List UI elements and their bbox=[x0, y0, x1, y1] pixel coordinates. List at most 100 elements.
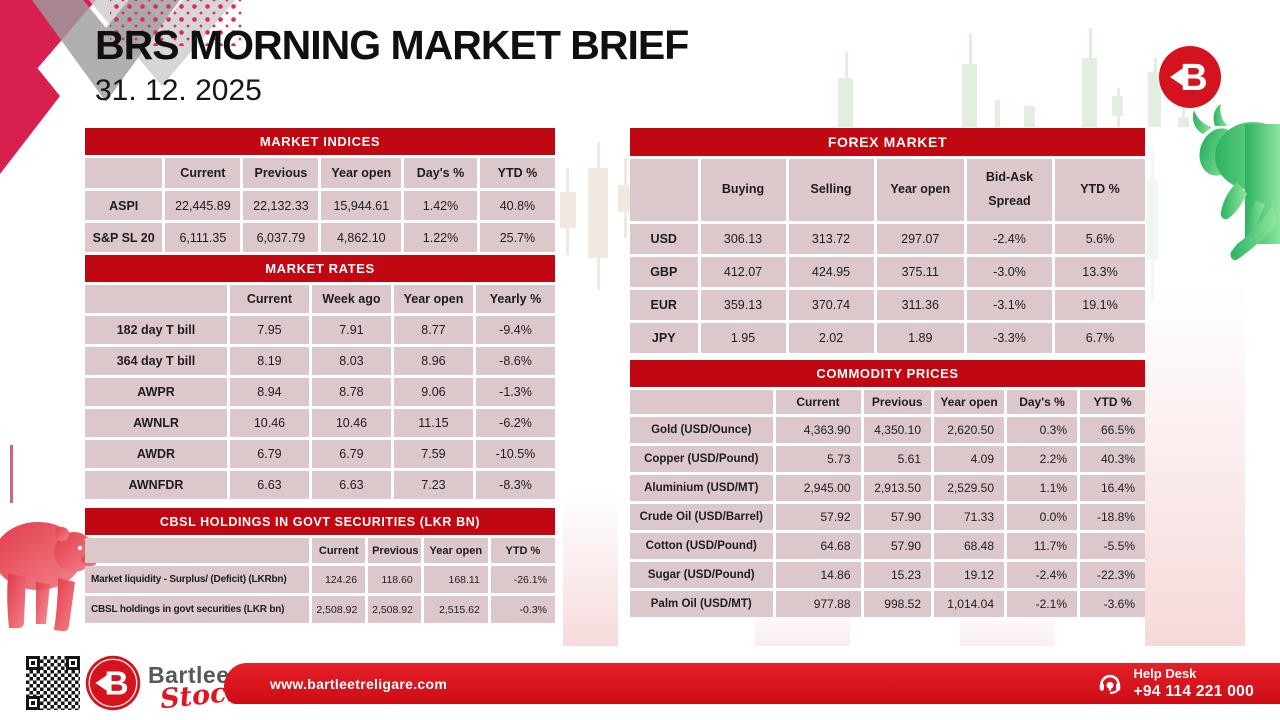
table-cell: -2.4% bbox=[967, 224, 1052, 254]
column-header: YTD % bbox=[479, 158, 555, 188]
table-cell: 7.95 bbox=[229, 316, 309, 344]
table-cell: -3.0% bbox=[967, 257, 1052, 287]
table-cell: -22.3% bbox=[1080, 562, 1145, 588]
table-cell: 15,944.61 bbox=[321, 191, 402, 220]
column-header: Yearly % bbox=[475, 285, 555, 313]
table-cell: 8.96 bbox=[393, 347, 473, 375]
row-label: Gold (USD/Ounce) bbox=[630, 417, 773, 443]
forex-market-table: Buying Selling Year open Bid-Ask Spread YTD … bbox=[627, 156, 1148, 356]
table-cell: 4,363.90 bbox=[775, 417, 861, 443]
row-label: Market liquidity - Surplus/ (Deficit) (L… bbox=[85, 566, 310, 593]
column-header: Bid-Ask Spread bbox=[967, 159, 1052, 221]
table-row: AWPR 8.94 8.78 9.06 -1.3% bbox=[85, 378, 555, 406]
table-cell: 7.59 bbox=[393, 440, 473, 468]
table-cell: 57.90 bbox=[863, 504, 931, 530]
table-row: Gold (USD/Ounce) 4,363.90 4,350.10 2,620.50… bbox=[630, 417, 1145, 443]
table-row: AWNFDR 6.63 6.63 7.23 -8.3% bbox=[85, 471, 555, 499]
table-cell: 424.95 bbox=[788, 257, 874, 287]
table-cell: 64.68 bbox=[775, 533, 861, 559]
table-cell: 2,913.50 bbox=[863, 475, 931, 501]
table-cell: 313.72 bbox=[788, 224, 874, 254]
table-row: Sugar (USD/Pound) 14.86 15.23 19.12 -2.4% -22… bbox=[630, 562, 1145, 588]
table-cell: 8.77 bbox=[393, 316, 473, 344]
table-cell: 2,529.50 bbox=[934, 475, 1004, 501]
table-cell: 1.89 bbox=[876, 323, 964, 353]
table-cell: 19.12 bbox=[934, 562, 1004, 588]
table-cell: -2.1% bbox=[1007, 591, 1077, 617]
column-header: Year open bbox=[934, 390, 1004, 414]
column-header: Day's % bbox=[404, 158, 477, 188]
table-cell: 118.60 bbox=[368, 566, 421, 593]
table-cell: -5.5% bbox=[1080, 533, 1145, 559]
table-cell: 6.79 bbox=[229, 440, 309, 468]
table-cell: 1,014.04 bbox=[934, 591, 1004, 617]
qr-code bbox=[26, 656, 80, 710]
table-cell: 0.0% bbox=[1007, 504, 1077, 530]
table-cell: 0.3% bbox=[1007, 417, 1077, 443]
column-header: Year open bbox=[393, 285, 473, 313]
row-label: AWNLR bbox=[85, 409, 227, 437]
table-cell: 8.94 bbox=[229, 378, 309, 406]
table-cell: 124.26 bbox=[312, 566, 366, 593]
column-header bbox=[85, 285, 227, 313]
logo-letter: B bbox=[104, 665, 128, 702]
row-label: 364 day T bill bbox=[85, 347, 227, 375]
column-header: YTD % bbox=[490, 538, 555, 563]
market-rates-table: Current Week ago Year open Yearly % 182 day … bbox=[82, 282, 558, 502]
commodity-prices-section: COMMODITY PRICES Current Previous Year ope… bbox=[630, 360, 1145, 620]
commodity-prices-table: Current Previous Year open Day's % YTD % Gold… bbox=[627, 387, 1148, 620]
help-desk: Help Desk +94 114 221 000 bbox=[1096, 666, 1254, 701]
column-header: Selling bbox=[788, 159, 874, 221]
row-label: Palm Oil (USD/MT) bbox=[630, 591, 773, 617]
table-row: JPY 1.95 2.02 1.89 -3.3% 6.7% bbox=[630, 323, 1145, 353]
cbsl-holdings-table: Current Previous Year open YTD % Market liqu… bbox=[82, 535, 558, 626]
table-cell: 977.88 bbox=[775, 591, 861, 617]
column-header: YTD % bbox=[1080, 390, 1145, 414]
table-cell: -9.4% bbox=[475, 316, 555, 344]
qr-finder bbox=[26, 696, 40, 710]
halftone-dots-decoration bbox=[110, 0, 242, 46]
table-cell: 13.3% bbox=[1055, 257, 1145, 287]
table-cell: 2,508.92 bbox=[368, 596, 421, 623]
column-header: Year open bbox=[423, 538, 488, 563]
column-header: Current bbox=[775, 390, 861, 414]
column-header bbox=[85, 538, 310, 563]
table-cell: 15.23 bbox=[863, 562, 931, 588]
pink-column-decoration bbox=[563, 490, 618, 660]
row-label: AWPR bbox=[85, 378, 227, 406]
table-cell: 6.63 bbox=[311, 471, 391, 499]
table-cell: -1.3% bbox=[475, 378, 555, 406]
column-header: Year open bbox=[876, 159, 964, 221]
table-cell: 11.15 bbox=[393, 409, 473, 437]
market-indices-section: MARKET INDICES Current Previous Year open D… bbox=[85, 128, 555, 255]
column-header: YTD % bbox=[1055, 159, 1145, 221]
forex-market-section: FOREX MARKET Buying Selling Year open Bid-A… bbox=[630, 128, 1145, 356]
table-cell: 375.11 bbox=[876, 257, 964, 287]
table-cell: 1.22% bbox=[404, 223, 477, 252]
table-cell: 8.03 bbox=[311, 347, 391, 375]
bear-eye bbox=[77, 545, 83, 551]
qr-finder bbox=[26, 656, 40, 670]
bull-illustration bbox=[1193, 104, 1280, 261]
table-cell: -8.6% bbox=[475, 347, 555, 375]
table-cell: 4.09 bbox=[934, 446, 1004, 472]
market-rates-section: MARKET RATES Current Week ago Year open Yea… bbox=[85, 255, 555, 502]
table-cell: 2,508.92 bbox=[312, 596, 366, 623]
table-row: USD 306.13 313.72 297.07 -2.4% 5.6% bbox=[630, 224, 1145, 254]
table-cell: 1.95 bbox=[700, 323, 786, 353]
column-header: Buying bbox=[700, 159, 786, 221]
table-cell: 22,132.33 bbox=[243, 191, 319, 220]
table-cell: 311.36 bbox=[876, 290, 964, 320]
row-label: GBP bbox=[630, 257, 698, 287]
table-cell: 14.86 bbox=[775, 562, 861, 588]
footer-ribbon: www.bartleetreligare.com Help Desk +94 1… bbox=[224, 663, 1280, 704]
header-row: Current Week ago Year open Yearly % bbox=[85, 285, 555, 313]
table-cell: 66.5% bbox=[1080, 417, 1145, 443]
row-label: EUR bbox=[630, 290, 698, 320]
table-cell: 22,445.89 bbox=[165, 191, 241, 220]
header-row: Current Previous Year open Day's % YTD % bbox=[85, 158, 555, 188]
row-label: JPY bbox=[630, 323, 698, 353]
row-label: Cotton (USD/Pound) bbox=[630, 533, 773, 559]
table-title: FOREX MARKET bbox=[630, 128, 1145, 156]
